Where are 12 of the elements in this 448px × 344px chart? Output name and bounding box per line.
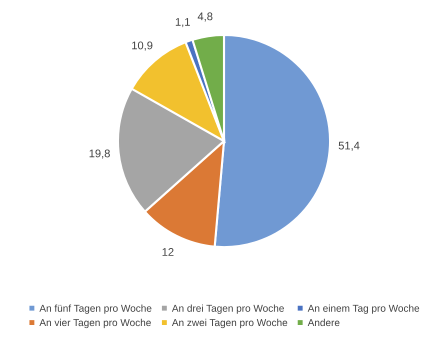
data-label: 51,4 xyxy=(338,142,360,151)
data-label: 10,9 xyxy=(132,41,152,51)
data-label: 4,8 xyxy=(198,12,212,22)
legend-label: An vier Tagen pro Woche xyxy=(39,318,151,328)
legend-label: An fünf Tagen pro Woche xyxy=(39,304,152,314)
data-label: 1,1 xyxy=(176,18,190,28)
legend-label: An drei Tagen pro Woche xyxy=(172,304,284,314)
legend-label: An zwei Tagen pro Woche xyxy=(172,318,288,328)
legend-label: Andere xyxy=(308,318,340,326)
data-label: 19,8 xyxy=(90,150,110,159)
legend-label: An einem Tag pro Woche xyxy=(308,304,420,314)
data-label: 12 xyxy=(162,248,174,256)
